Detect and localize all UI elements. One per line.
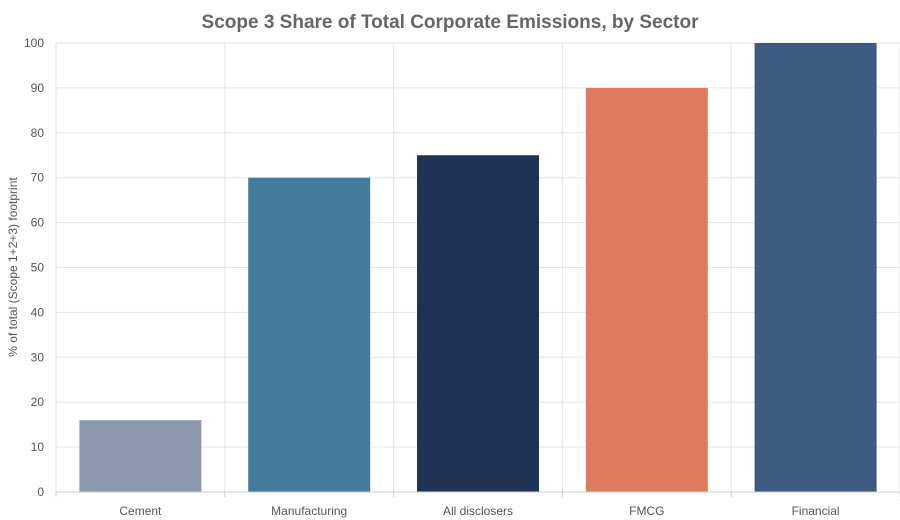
x-tick-label: All disclosers <box>443 504 513 518</box>
y-tick-label: 50 <box>31 261 45 275</box>
y-tick-label: 30 <box>31 350 45 364</box>
bar <box>585 87 708 493</box>
y-tick-label: 0 <box>37 485 44 499</box>
bar <box>248 177 371 492</box>
bar <box>754 43 877 492</box>
y-tick-label: 60 <box>31 216 45 230</box>
bars <box>79 43 877 493</box>
x-tick-label: Manufacturing <box>271 504 347 518</box>
chart-title: Scope 3 Share of Total Corporate Emissio… <box>202 12 700 33</box>
y-tick-label: 90 <box>31 81 45 95</box>
x-tick-label: FMCG <box>629 504 664 518</box>
axes: 0 10 20 30 40 50 60 70 80 90 100 Cement Manufacturin… <box>24 36 900 518</box>
bar <box>79 420 202 492</box>
y-axis-label: % of total (Scope 1+2+3) footprint <box>6 177 20 357</box>
y-tick-label: 40 <box>31 305 45 319</box>
y-tick-label: 20 <box>31 395 45 409</box>
x-tick-label: Financial <box>792 504 840 518</box>
y-tick-label: 80 <box>31 126 45 140</box>
y-tick-label: 70 <box>31 171 45 185</box>
y-tick-label: 10 <box>31 440 45 454</box>
y-tick-label: 100 <box>24 36 44 50</box>
x-tick-label: Cement <box>119 504 162 518</box>
bar <box>417 155 539 492</box>
